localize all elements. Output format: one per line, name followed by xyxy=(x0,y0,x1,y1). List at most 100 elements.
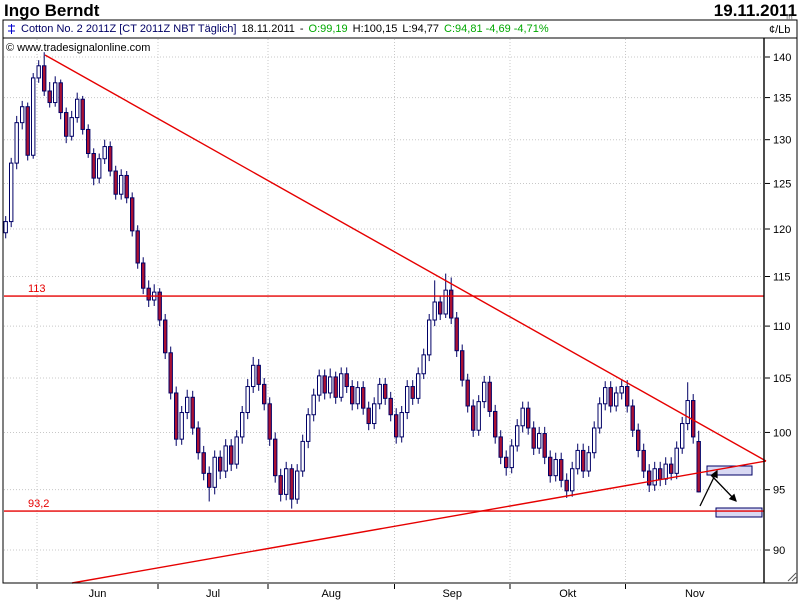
y-tick-label: 135 xyxy=(773,93,791,105)
y-tick-label: 115 xyxy=(773,271,791,283)
candle-body xyxy=(597,403,602,429)
candle-body xyxy=(25,106,30,156)
candle-body xyxy=(218,456,223,472)
x-month-label: Jun xyxy=(89,588,107,600)
quote-date: 18.11.2011 xyxy=(241,23,295,35)
candle-body xyxy=(636,429,641,451)
support-line-label: 93,2 xyxy=(28,498,49,510)
candle-body xyxy=(174,392,179,440)
candle-body xyxy=(168,352,173,394)
support-line-label: 113 xyxy=(28,283,46,295)
candle-body xyxy=(394,414,399,438)
candle-body xyxy=(42,65,47,92)
candle-body xyxy=(405,386,410,414)
candle-body xyxy=(553,459,558,477)
candle-body xyxy=(3,221,8,234)
candle-body xyxy=(201,452,206,474)
candle-body xyxy=(366,407,371,425)
candle-body xyxy=(559,459,564,481)
candle-body xyxy=(641,449,646,472)
candle-body xyxy=(196,427,201,454)
candle-body xyxy=(229,445,234,465)
y-tick-label: 120 xyxy=(773,224,791,236)
candle-body xyxy=(91,153,96,179)
candle-body xyxy=(619,386,624,394)
candle-body xyxy=(377,383,382,405)
page-title: Ingo Berndt xyxy=(4,1,100,20)
candle-body xyxy=(20,106,25,124)
candle-body xyxy=(625,386,630,407)
candle-body xyxy=(399,412,404,438)
candle-body xyxy=(256,364,261,385)
candle-body xyxy=(449,289,454,319)
resize-handle-icon[interactable] xyxy=(787,572,797,582)
candle-body xyxy=(685,400,690,425)
candle-body xyxy=(410,386,415,399)
quote-open: O:99,19 xyxy=(308,23,348,35)
candle-body xyxy=(306,414,311,442)
candle-body xyxy=(317,375,322,396)
x-month-label: Sep xyxy=(442,588,462,600)
quote-low: L:94,77 xyxy=(402,23,440,35)
candle-body xyxy=(328,376,333,394)
candle-body xyxy=(663,463,668,480)
candle-body xyxy=(119,174,124,195)
candle-body xyxy=(278,475,283,495)
candle-body xyxy=(674,447,679,474)
candle-body xyxy=(86,128,91,155)
y-tick-label: 105 xyxy=(773,373,791,385)
candle-body xyxy=(608,387,613,407)
x-month-label: Aug xyxy=(321,588,341,600)
candle-body xyxy=(603,387,608,405)
candle-body xyxy=(163,319,168,354)
candle-body xyxy=(531,427,536,449)
candle-body xyxy=(454,317,459,352)
target-zone-upper xyxy=(706,465,753,476)
candle-body xyxy=(9,162,14,223)
y-tick-label: 125 xyxy=(773,178,791,190)
chart-frame xyxy=(2,19,798,584)
candle-body xyxy=(80,98,85,130)
candle-body xyxy=(515,425,520,447)
y-tick-label: 130 xyxy=(773,135,791,147)
x-axis: Jun Jul Aug Sep Okt Nov xyxy=(36,584,705,600)
candle-body xyxy=(223,445,228,472)
candle-body xyxy=(190,396,195,429)
candle-body xyxy=(432,301,437,321)
candle-body xyxy=(179,412,184,440)
candle-body xyxy=(69,117,74,137)
candle-body xyxy=(135,230,140,264)
candle-body xyxy=(614,392,619,407)
candle-body xyxy=(295,470,300,500)
candle-body xyxy=(504,456,509,469)
candle-body xyxy=(498,436,503,458)
candle-body xyxy=(416,373,421,399)
candle-body xyxy=(471,405,476,431)
candle-body xyxy=(652,468,657,486)
candle-body xyxy=(630,405,635,431)
candle-body xyxy=(520,407,525,427)
candle-body xyxy=(124,174,129,199)
candle-body xyxy=(570,468,575,492)
candle-body xyxy=(141,262,146,289)
candle-body xyxy=(31,77,36,156)
candles-series xyxy=(3,52,701,509)
candle-body xyxy=(262,383,267,405)
copyright-watermark: © www.tradesignalonline.com xyxy=(6,42,151,54)
candle-body xyxy=(372,403,377,425)
y-tick-label: 95 xyxy=(773,485,785,497)
x-month-label: Okt xyxy=(559,588,576,600)
candle-body xyxy=(355,387,360,405)
candle-body xyxy=(108,146,113,172)
candle-body xyxy=(537,433,542,449)
candle-body xyxy=(427,319,432,356)
y-tick-label: 100 xyxy=(773,427,791,439)
candle-body xyxy=(548,456,553,477)
resize-line xyxy=(787,572,797,582)
candle-body xyxy=(680,423,685,449)
candle-body xyxy=(575,449,580,470)
candle-body xyxy=(289,468,294,500)
instrument-icon xyxy=(8,24,15,34)
quote-close: C:94,81 -4,69 -4,71% xyxy=(444,23,549,35)
